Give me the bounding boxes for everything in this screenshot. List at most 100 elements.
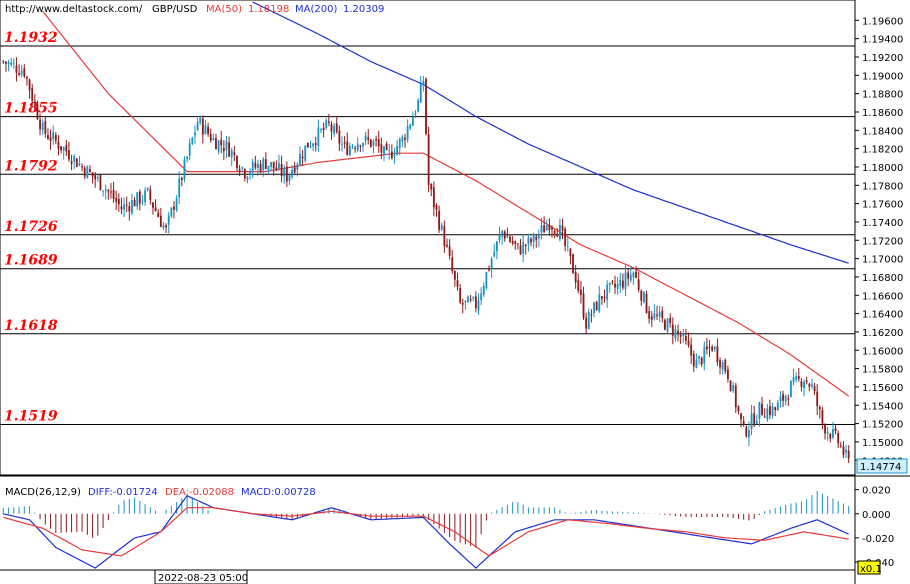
candle-body <box>380 144 383 153</box>
macd-tick-label: -0.020 <box>862 534 894 545</box>
candle-body <box>191 137 194 144</box>
candle-body <box>322 127 325 131</box>
candle-body <box>761 403 763 416</box>
candle-body <box>125 204 128 206</box>
candle-body <box>509 236 511 242</box>
candle-body <box>178 178 181 198</box>
candle-body <box>54 135 57 141</box>
ma200-line <box>252 1 849 264</box>
candle-body <box>448 246 451 256</box>
candle-body <box>254 163 257 168</box>
zoom-label[interactable]: x0.1 <box>860 564 882 575</box>
price-tick-label: 1.18600 <box>862 108 903 119</box>
candle-body <box>196 121 199 131</box>
candle-body <box>614 283 616 288</box>
candle-body <box>522 242 525 254</box>
candle-body <box>582 293 585 319</box>
candle-body <box>162 225 165 229</box>
candle-body <box>438 210 441 230</box>
candle-body <box>372 141 375 146</box>
candle-body <box>107 190 110 192</box>
price-tick-label: 1.17800 <box>862 181 903 192</box>
candle-body <box>530 238 532 243</box>
candle-body <box>96 177 99 179</box>
candle-body <box>574 272 577 283</box>
candle-body <box>120 206 123 210</box>
candle-body <box>257 163 259 168</box>
candle-body <box>259 163 262 172</box>
candle-body <box>354 148 357 150</box>
candle-body <box>351 146 354 148</box>
candle-body <box>477 300 480 311</box>
candle-body <box>485 271 488 288</box>
candle-body <box>299 153 301 165</box>
candle-body <box>280 163 283 176</box>
candle-body <box>545 225 548 231</box>
candle-body <box>15 65 18 73</box>
candle-body <box>674 329 677 339</box>
candle-body <box>91 172 94 177</box>
candle-body <box>716 346 719 363</box>
candle-body <box>834 428 837 431</box>
candle-body <box>493 252 496 257</box>
candle-body <box>293 167 296 173</box>
candle-body <box>619 280 622 287</box>
candle-body <box>784 395 787 402</box>
level-label: 1.1855 <box>4 101 58 117</box>
candle-body <box>194 132 196 136</box>
ma200-label: MA(200) <box>295 4 337 15</box>
candle-body <box>2 61 5 63</box>
candle-body <box>20 70 23 75</box>
candle-body <box>745 426 748 437</box>
price-tick-label: 1.17400 <box>862 218 903 229</box>
candle-body <box>104 189 107 192</box>
candle-body <box>558 224 561 240</box>
candle-body <box>102 190 104 192</box>
candle-body <box>283 168 286 177</box>
candle-body <box>811 384 813 387</box>
candle-body <box>629 274 632 281</box>
candle-body <box>748 430 750 438</box>
candle-body <box>167 215 170 225</box>
candle-body <box>490 259 493 269</box>
candle-body <box>243 169 246 179</box>
candle-body <box>687 340 690 346</box>
price-tick-label: 1.16800 <box>862 273 903 284</box>
candle-body <box>446 244 448 247</box>
candle-body <box>320 129 322 131</box>
ma50-value: 1.18198 <box>248 4 289 15</box>
candle-body <box>133 199 136 207</box>
candle-body <box>173 206 175 210</box>
candle-body <box>338 130 341 144</box>
candle-body <box>188 143 191 156</box>
candle-body <box>341 143 343 145</box>
candle-body <box>595 301 598 311</box>
price-tick-label: 1.15000 <box>862 438 903 449</box>
source-url[interactable]: http://www.deltastock.com/ <box>5 4 143 15</box>
candle-body <box>551 227 553 230</box>
candle-body <box>611 281 614 283</box>
candle-body <box>797 376 800 379</box>
macd-dea-line <box>3 507 849 557</box>
candle-body <box>572 254 574 274</box>
zoom-box[interactable] <box>857 560 881 575</box>
candle-body <box>204 125 207 135</box>
candle-body <box>317 127 320 147</box>
price-tick-label: 1.15200 <box>862 420 903 431</box>
symbol-label: GBP/USD <box>152 4 198 15</box>
candle-body <box>375 138 378 141</box>
candle-body <box>144 190 147 203</box>
macd-diff-label: DIFF:-0.01724 <box>88 487 158 498</box>
candle-body <box>309 146 312 148</box>
candle-body <box>656 314 658 316</box>
ma50-label: MA(50) <box>206 4 242 15</box>
candle-body <box>705 346 708 350</box>
candle-body <box>26 77 28 79</box>
candle-body <box>49 137 52 141</box>
support-resistance-levels: 1.1932 1.1855 1.1792 1.1726 1.1689 1.1618 1.15… <box>0 30 855 426</box>
candle-body <box>241 167 244 169</box>
candle-body <box>527 237 530 245</box>
candle-body <box>312 143 315 147</box>
candle-body <box>383 146 385 156</box>
candle-body <box>288 174 291 181</box>
